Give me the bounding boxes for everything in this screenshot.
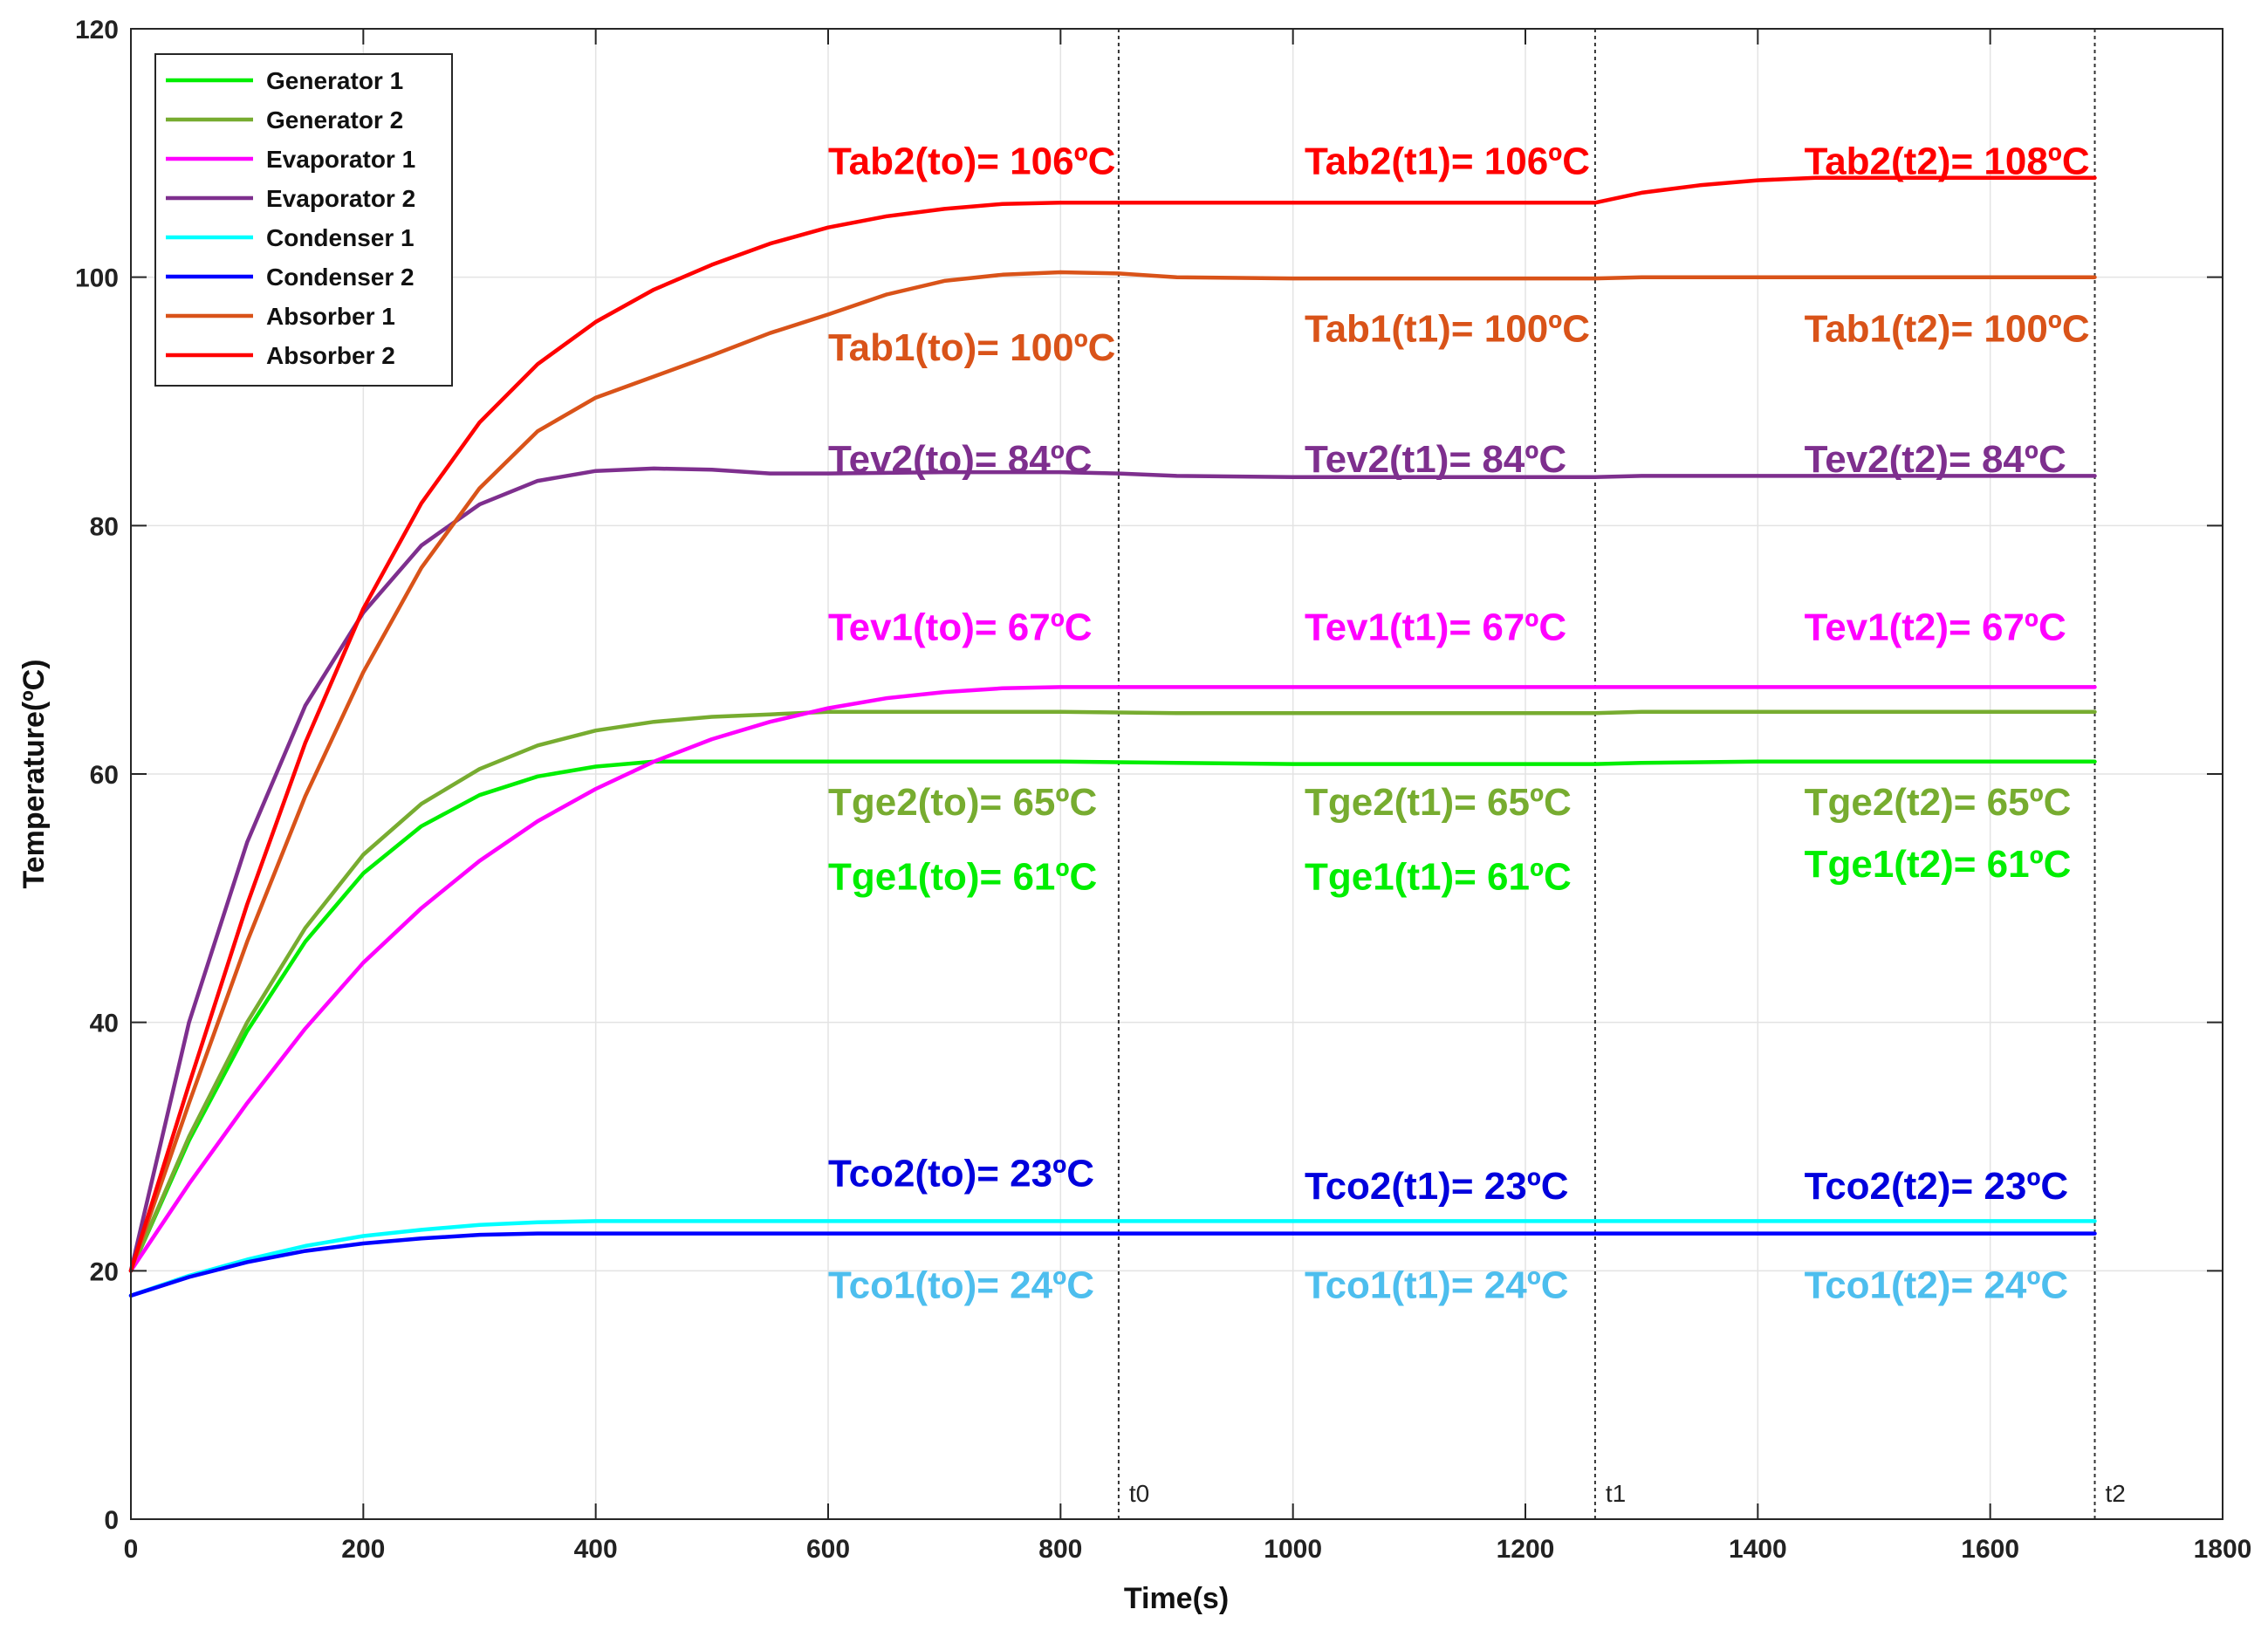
legend-entry-condenser-1: Condenser 1 [266,224,415,251]
series-line-condenser-2 [128,1231,2097,1298]
y-axis-label: Temperature(ºC) [17,659,51,888]
annotation-label: Tev2(t1)= 84ºC [1305,438,1566,481]
series-lines [128,175,2097,1298]
series-line-evaporator-1 [128,685,2097,1273]
y-tick-label: 20 [90,1257,119,1286]
annotation-label: Tco2(to)= 23ºC [828,1153,1094,1195]
x-axis-label: Time(s) [1124,1582,1229,1615]
annotation-label: Tge1(to)= 61ºC [828,855,1097,898]
annotation-label: Tev1(to)= 67ºC [828,606,1093,648]
series-line-absorber-2 [128,175,2097,1273]
x-tick-label: 1400 [1729,1535,1787,1564]
annotation-label: Tab2(t2)= 108ºC [1805,140,2090,183]
axis-ticks: 0 200 400 600 800 1000 1200 1400 1600 1800 0 20 40 60… [75,16,2251,1564]
series-line-condenser-1 [128,1219,2097,1298]
series-line-absorber-1 [128,270,2097,1273]
series-line-generator-2 [128,709,2097,1273]
annotation-label: Tev1(t1)= 67ºC [1305,606,1566,648]
annotation-label: Tge2(t1)= 65ºC [1305,781,1572,824]
x-tick-label: 1000 [1264,1535,1322,1564]
annotation-label: Tev2(t2)= 84ºC [1805,438,2066,481]
annotation-label: Tge2(to)= 65ºC [828,781,1097,824]
annotation-label: Tco2(t1)= 23ºC [1305,1165,1569,1208]
x-tick-label: 0 [124,1535,139,1564]
legend-entry-evaporator-2: Evaporator 2 [266,185,415,212]
annotation-label: Tge1(t1)= 61ºC [1305,855,1572,898]
x-tick-label: 800 [1038,1535,1082,1564]
y-tick-label: 40 [90,1010,119,1038]
annotation-label: Tab1(t1)= 100ºC [1305,308,1590,351]
legend-entry-condenser-2: Condenser 2 [266,264,415,291]
x-tick-label: 200 [341,1535,385,1564]
x-tick-label: 400 [574,1535,618,1564]
annotations: Tab2(to)= 106ºC Tab2(t1)= 106ºC Tab2(t2)= … [828,140,2090,1307]
annotation-label: Tab2(t1)= 106ºC [1305,140,1590,183]
annotation-label: Tge2(t2)= 65ºC [1805,781,2072,824]
annotation-label: Tco1(t1)= 24ºC [1305,1264,1569,1307]
annotation-label: Tab1(t2)= 100ºC [1805,308,2090,351]
x-tick-label: 1800 [2194,1535,2252,1564]
legend-entry-absorber-1: Absorber 1 [266,303,395,330]
time-marker-label: t0 [1129,1480,1149,1507]
legend-entry-absorber-2: Absorber 2 [266,342,395,369]
y-tick-label: 60 [90,761,119,790]
series-line-evaporator-2 [128,466,2097,1273]
annotation-label: Tge1(t2)= 61ºC [1805,843,2072,886]
y-tick-label: 0 [104,1506,119,1535]
y-tick-label: 120 [75,16,119,45]
x-tick-label: 1200 [1497,1535,1555,1564]
legend-entry-evaporator-1: Evaporator 1 [266,146,415,173]
annotation-label: Tev2(to)= 84ºC [828,438,1093,481]
x-tick-label: 1600 [1961,1535,2019,1564]
series-line-generator-1 [128,759,2097,1273]
y-tick-label: 80 [90,512,119,541]
legend-entry-generator-1: Generator 1 [266,67,403,94]
annotation-label: Tco1(t2)= 24ºC [1805,1264,2069,1307]
legend-box [154,53,453,387]
time-marker-label: t1 [1606,1480,1626,1507]
annotation-label: Tev1(t2)= 67ºC [1805,606,2066,648]
annotation-label: Tab1(to)= 100ºC [828,326,1115,369]
time-markers: t0 t1 t2 [1117,29,2126,1519]
x-tick-label: 600 [806,1535,850,1564]
y-tick-label: 100 [75,264,119,293]
time-marker-label: t2 [2106,1480,2126,1507]
annotation-label: Tco1(to)= 24ºC [828,1264,1094,1307]
annotation-label: Tab2(to)= 106ºC [828,140,1115,183]
legend-entry-generator-2: Generator 2 [266,106,403,134]
annotation-label: Tco2(t2)= 23ºC [1805,1165,2069,1208]
legend: Generator 1 Generator 2 Evaporator 1 Evapor… [154,53,453,387]
